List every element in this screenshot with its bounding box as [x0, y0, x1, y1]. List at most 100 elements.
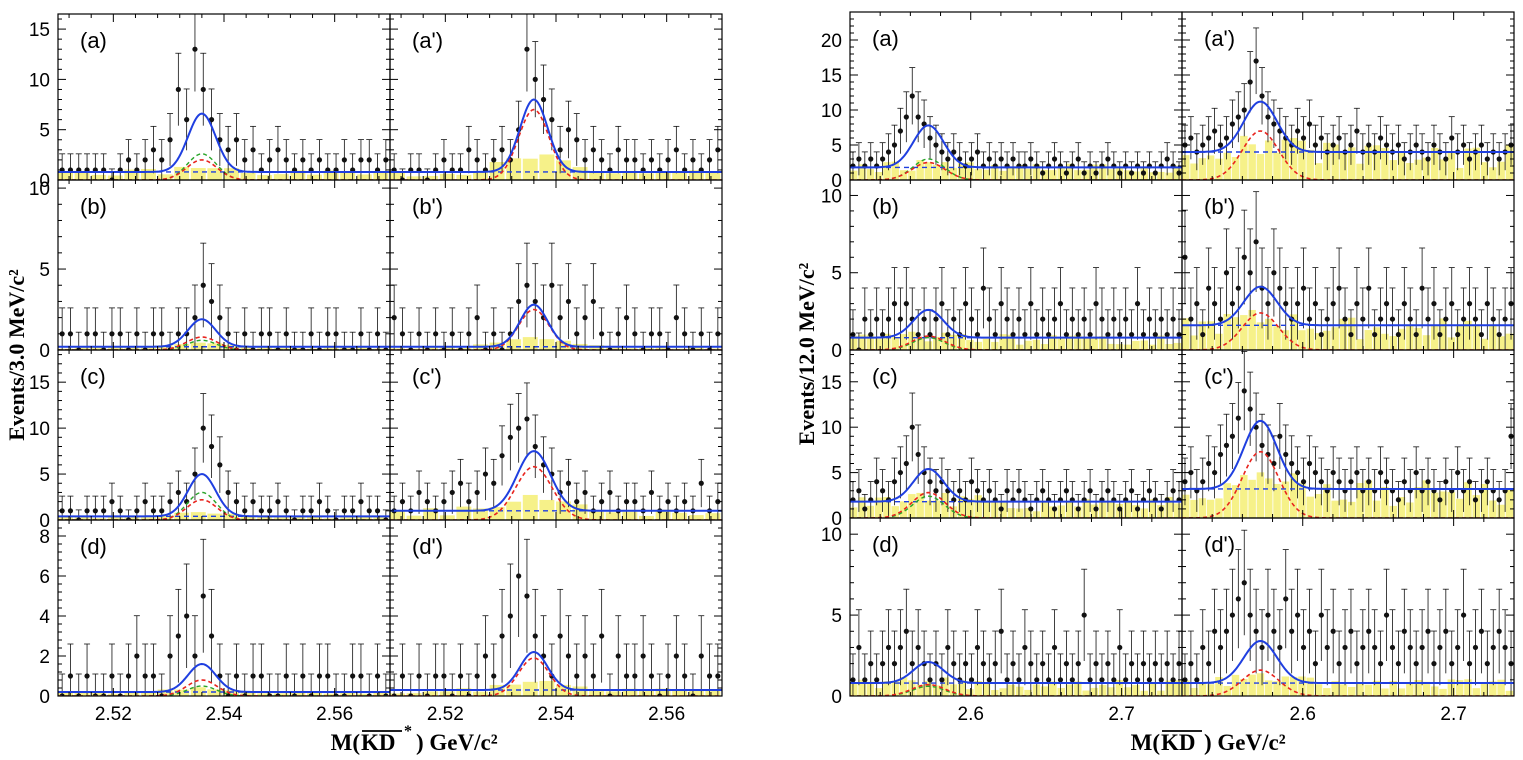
data-point	[1081, 316, 1087, 322]
sideband-bar	[240, 173, 256, 180]
data-point	[856, 644, 862, 651]
sideband-bar	[1455, 167, 1464, 180]
data-point	[1158, 677, 1164, 683]
sideband-bar	[1372, 145, 1381, 180]
sideband-bar	[290, 170, 306, 180]
data-point	[433, 331, 439, 337]
data-point	[1188, 469, 1194, 476]
data-point	[457, 673, 464, 679]
x-tick-label: 2.7	[1108, 704, 1134, 725]
sideband-bar	[1372, 500, 1381, 518]
data-point	[1241, 580, 1247, 586]
data-point	[903, 301, 909, 307]
data-point	[998, 628, 1004, 634]
data-point	[200, 282, 206, 288]
data-point	[1431, 142, 1437, 148]
data-point	[267, 331, 273, 337]
data-point	[939, 677, 945, 683]
y-tick-label: 5	[831, 136, 842, 157]
sideband-bar	[1115, 344, 1124, 350]
y-tick-label: 2	[39, 647, 50, 668]
data-point	[1004, 488, 1010, 494]
data-point	[665, 673, 671, 679]
data-point	[1028, 661, 1034, 667]
data-point	[874, 479, 880, 485]
data-point	[466, 331, 472, 337]
data-point	[1010, 661, 1016, 667]
data-point	[1318, 479, 1324, 485]
data-point	[1152, 661, 1158, 667]
y-tick-label: 10	[821, 418, 842, 439]
sideband-bar	[273, 517, 289, 520]
data-point	[1449, 135, 1455, 141]
total-fit-curve	[58, 473, 390, 518]
data-point	[1046, 677, 1052, 683]
sideband-bar	[1215, 158, 1223, 180]
data-point	[258, 673, 264, 679]
sideband-bar	[240, 346, 256, 350]
data-point	[1395, 661, 1401, 667]
sideband-bar	[941, 162, 949, 180]
data-point	[1407, 316, 1413, 322]
data-point	[192, 471, 198, 477]
data-point	[150, 673, 157, 679]
sideband-bar	[1265, 318, 1273, 350]
sideband-bar	[1049, 335, 1057, 350]
sideband-bar	[556, 340, 571, 350]
sideband-bar	[1447, 151, 1456, 180]
data-point	[1010, 331, 1016, 338]
sideband-bar	[74, 515, 90, 520]
panel-label: (c')	[412, 364, 442, 389]
sideband-bar	[1381, 148, 1389, 180]
panel-plot-area	[850, 392, 1182, 518]
data-point	[250, 673, 256, 679]
data-point	[1383, 612, 1390, 618]
data-point	[167, 137, 173, 143]
sideband-bar	[1323, 142, 1331, 180]
sideband-bar	[949, 684, 958, 696]
data-point	[599, 499, 605, 505]
data-point	[648, 673, 655, 679]
sideband-bar	[1372, 680, 1381, 696]
data-point	[1051, 644, 1058, 651]
data-point	[499, 347, 505, 350]
data-point	[715, 331, 721, 337]
sideband-bar	[539, 339, 555, 350]
sideband-bar	[1414, 159, 1422, 180]
sideband-bar	[506, 684, 522, 696]
data-point	[59, 331, 65, 337]
data-point	[1170, 677, 1176, 683]
sideband-bar	[672, 512, 688, 520]
sideband-bar	[957, 680, 966, 696]
data-point	[208, 298, 215, 305]
sideband-bar	[1256, 322, 1265, 350]
data-point	[868, 156, 874, 162]
panel-plot-area	[58, 538, 390, 696]
data-point	[1229, 301, 1235, 307]
data-point	[951, 316, 957, 322]
sideband-bar	[307, 692, 322, 696]
data-point	[175, 86, 181, 93]
panel-label: (d')	[412, 534, 443, 559]
sideband-bar	[1497, 161, 1505, 180]
x-axis-title-suffix: ) GeV/c²	[1204, 730, 1286, 755]
sideband-bar	[1389, 160, 1397, 180]
data-point	[874, 316, 880, 322]
data-point	[449, 331, 455, 337]
data-point	[416, 489, 422, 496]
sideband-bar	[916, 337, 924, 350]
sideband-bar	[273, 347, 289, 350]
data-point	[441, 157, 447, 163]
sideband-bar	[639, 515, 654, 520]
sideband-bar	[373, 348, 389, 350]
data-point	[1170, 316, 1176, 322]
data-point	[1383, 301, 1390, 307]
sideband-bar	[456, 174, 472, 180]
sideband-bar	[190, 342, 206, 350]
sideband-bar	[1397, 152, 1406, 180]
sideband-bar	[705, 513, 721, 520]
sideband-bar	[866, 334, 875, 350]
data-point	[1466, 479, 1473, 485]
data-point	[142, 673, 148, 679]
sideband-bar	[373, 692, 389, 696]
